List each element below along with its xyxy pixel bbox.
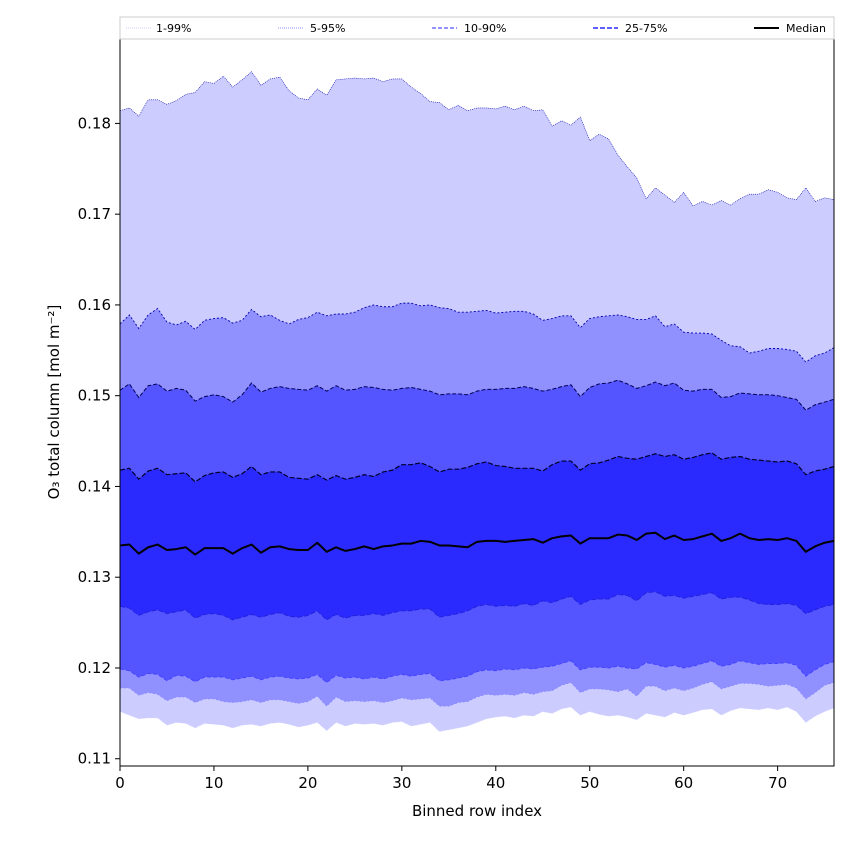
legend-frame: [119, 16, 835, 40]
percentile-bands: [120, 71, 834, 732]
band-25-75: [120, 452, 834, 620]
y-axis-label: O₃ total column [mol m⁻²]: [45, 305, 63, 500]
line-p99: [119, 71, 835, 207]
legend-label: 10-90%: [464, 22, 506, 35]
x-axis-ticks: 0 10 20 30 40 50 60 70: [115, 766, 787, 792]
line-p1: [119, 706, 835, 732]
x-tick-label: 40: [486, 774, 505, 792]
y-tick-label: 0.13: [78, 568, 111, 586]
x-tick-label: 60: [674, 774, 693, 792]
line-p90: [119, 379, 835, 411]
x-axis-label: Binned row index: [412, 802, 542, 820]
legend-label: 25-75%: [625, 22, 667, 35]
legend-label: 5-95%: [310, 22, 345, 35]
line-p75: [119, 452, 835, 483]
percentile-lines: [119, 71, 835, 732]
x-tick-label: 0: [115, 774, 125, 792]
x-tick-label: 30: [392, 774, 411, 792]
legend-label: 1-99%: [156, 22, 191, 35]
y-tick-label: 0.12: [78, 659, 111, 677]
y-tick-label: 0.14: [78, 477, 111, 495]
x-tick-label: 50: [580, 774, 599, 792]
y-tick-label: 0.18: [78, 114, 111, 132]
y-tick-label: 0.16: [78, 296, 111, 314]
x-tick-label: 20: [298, 774, 317, 792]
legend-label: Median: [786, 22, 826, 35]
y-tick-label: 0.17: [78, 205, 111, 223]
line-p5: [120, 681, 835, 707]
line-p10: [119, 660, 835, 684]
line-p25: [119, 591, 835, 621]
line-p95: [119, 302, 835, 363]
y-axis-ticks: 0.11 0.12 0.13 0.14 0.15 0.16 0.17 0.18: [78, 114, 120, 768]
median-line: [119, 531, 835, 556]
legend: 1-99% 5-95% 10-90% 25-75% Median: [119, 16, 835, 40]
x-tick-label: 70: [768, 774, 787, 792]
y-tick-label: 0.15: [78, 387, 111, 405]
y-tick-label: 0.11: [78, 750, 111, 768]
x-tick-label: 10: [204, 774, 223, 792]
